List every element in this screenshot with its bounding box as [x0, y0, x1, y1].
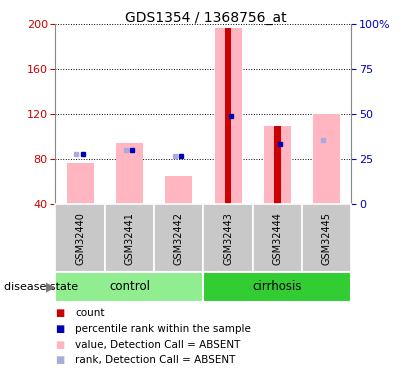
- Bar: [116, 142, 143, 204]
- Text: disease state: disease state: [4, 282, 78, 292]
- Text: ■: ■: [55, 324, 65, 334]
- Bar: [67, 163, 94, 204]
- Bar: [203, 272, 351, 302]
- Bar: [253, 204, 302, 272]
- Bar: [55, 204, 105, 272]
- Text: cirrhosis: cirrhosis: [253, 280, 302, 293]
- Bar: [313, 114, 340, 204]
- Bar: [105, 204, 154, 272]
- Text: GSM32442: GSM32442: [174, 211, 184, 265]
- Bar: [264, 126, 291, 204]
- Text: ▶: ▶: [46, 280, 55, 293]
- Bar: [274, 126, 281, 204]
- Bar: [203, 204, 253, 272]
- Text: GSM32444: GSM32444: [272, 211, 282, 265]
- Text: GSM32443: GSM32443: [223, 211, 233, 265]
- Bar: [165, 176, 192, 204]
- Text: GSM32440: GSM32440: [75, 211, 85, 265]
- Text: ■: ■: [55, 308, 65, 318]
- Text: GSM32445: GSM32445: [322, 211, 332, 265]
- Text: rank, Detection Call = ABSENT: rank, Detection Call = ABSENT: [75, 356, 236, 365]
- Bar: [55, 272, 203, 302]
- Bar: [225, 28, 231, 204]
- Text: value, Detection Call = ABSENT: value, Detection Call = ABSENT: [75, 340, 240, 350]
- Text: percentile rank within the sample: percentile rank within the sample: [75, 324, 251, 334]
- Bar: [154, 204, 203, 272]
- Bar: [215, 28, 242, 204]
- Bar: [302, 204, 351, 272]
- Text: control: control: [109, 280, 150, 293]
- Text: count: count: [75, 308, 105, 318]
- Text: ■: ■: [55, 340, 65, 350]
- Text: GDS1354 / 1368756_at: GDS1354 / 1368756_at: [125, 11, 286, 25]
- Text: ■: ■: [55, 356, 65, 365]
- Text: GSM32441: GSM32441: [125, 211, 134, 265]
